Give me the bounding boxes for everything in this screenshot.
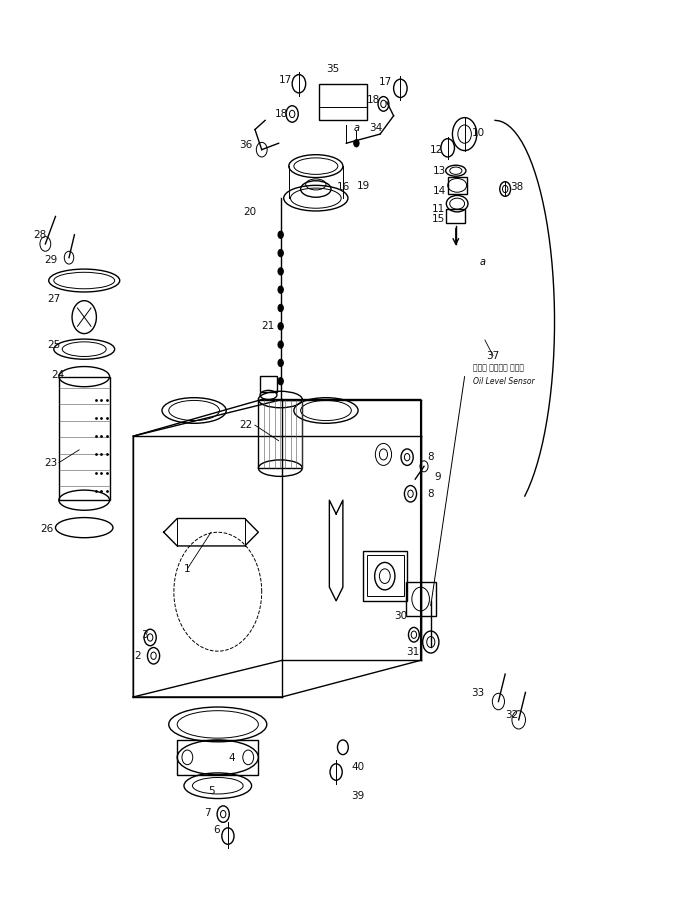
Text: 32: 32 <box>505 711 519 721</box>
Circle shape <box>278 322 283 330</box>
Text: 18: 18 <box>275 109 288 119</box>
Bar <box>260 375 276 392</box>
Text: 35: 35 <box>326 64 340 74</box>
Text: 10: 10 <box>471 129 485 139</box>
Text: 6: 6 <box>213 824 220 834</box>
Text: 3: 3 <box>141 630 148 640</box>
Text: 19: 19 <box>356 181 370 191</box>
Bar <box>319 84 367 120</box>
Text: 25: 25 <box>47 340 60 350</box>
Text: 21: 21 <box>261 321 274 331</box>
Text: 5: 5 <box>208 786 215 796</box>
Bar <box>367 555 404 597</box>
Text: 40: 40 <box>351 763 365 772</box>
Text: 29: 29 <box>44 255 58 265</box>
Bar <box>406 582 436 616</box>
Text: 1: 1 <box>184 564 191 574</box>
Bar <box>59 376 109 500</box>
Text: 20: 20 <box>244 207 257 217</box>
Text: 17: 17 <box>379 77 392 87</box>
Text: a: a <box>480 257 486 267</box>
Text: 33: 33 <box>471 688 485 699</box>
Text: 7: 7 <box>204 808 211 818</box>
Text: 12: 12 <box>430 145 443 154</box>
Text: 16: 16 <box>337 182 350 192</box>
Text: a: a <box>353 123 359 133</box>
Text: 15: 15 <box>432 214 445 224</box>
Text: 36: 36 <box>240 140 253 150</box>
Text: ｵｲﾙ ﾚﾍﾞﾙ ｾﾝｻ: ｵｲﾙ ﾚﾍﾞﾙ ｾﾝｻ <box>473 363 524 372</box>
Text: 8: 8 <box>428 453 434 462</box>
Circle shape <box>278 268 283 275</box>
Text: 38: 38 <box>510 182 524 192</box>
Text: 2: 2 <box>134 651 141 661</box>
Text: 18: 18 <box>367 95 380 106</box>
Text: 14: 14 <box>433 185 446 196</box>
Text: 4: 4 <box>228 754 235 763</box>
Text: 28: 28 <box>33 230 47 240</box>
Bar <box>363 551 407 601</box>
Text: 23: 23 <box>44 458 58 467</box>
Text: 37: 37 <box>486 351 500 361</box>
Text: 34: 34 <box>369 123 382 133</box>
Text: 17: 17 <box>279 75 292 85</box>
Bar <box>447 177 466 194</box>
Text: 31: 31 <box>406 647 419 657</box>
Bar <box>258 399 302 468</box>
Circle shape <box>278 250 283 257</box>
Circle shape <box>354 140 359 147</box>
Text: 9: 9 <box>435 472 441 482</box>
Bar <box>177 740 258 775</box>
Bar <box>446 209 465 223</box>
Text: 26: 26 <box>41 524 54 534</box>
Circle shape <box>278 377 283 385</box>
Text: 30: 30 <box>394 611 407 621</box>
Text: 22: 22 <box>240 420 253 431</box>
Circle shape <box>278 231 283 239</box>
Text: 24: 24 <box>51 370 64 380</box>
Circle shape <box>278 341 283 348</box>
Circle shape <box>278 286 283 294</box>
Text: 11: 11 <box>433 204 445 214</box>
Text: 39: 39 <box>351 790 365 800</box>
Circle shape <box>278 305 283 311</box>
Text: 8: 8 <box>428 488 434 498</box>
Text: Oil Level Sensor: Oil Level Sensor <box>473 376 535 386</box>
Text: 13: 13 <box>433 166 446 175</box>
Circle shape <box>278 359 283 366</box>
Text: 27: 27 <box>47 294 60 304</box>
